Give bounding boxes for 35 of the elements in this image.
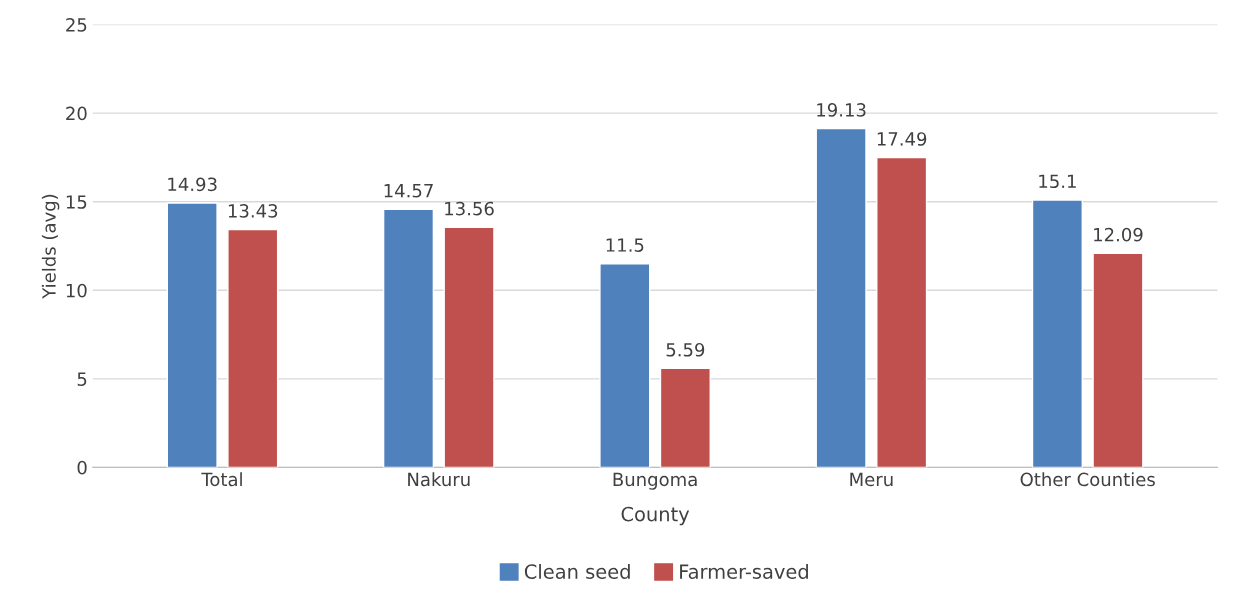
legend-label: Farmer-saved <box>680 563 808 579</box>
bar <box>1031 199 1083 468</box>
y-tick-label: 20 <box>66 106 87 121</box>
x-tick-label: Other Counties <box>1020 472 1155 487</box>
data-label: 14.93 <box>168 177 217 192</box>
data-label: 11.5 <box>606 238 644 252</box>
data-label: 17.49 <box>877 132 927 146</box>
y-tick-label: 0 <box>77 460 87 475</box>
y-tick-label: 25 <box>66 18 87 32</box>
data-label: 13.56 <box>445 201 494 216</box>
bar <box>659 367 711 468</box>
y-axis-title: Yields (avg) <box>41 194 60 299</box>
bar <box>227 228 279 468</box>
bar <box>382 208 435 468</box>
data-label: 13.43 <box>228 204 278 218</box>
x-axis-title: County <box>621 506 690 526</box>
data-label: 14.57 <box>384 184 433 198</box>
bar <box>166 202 218 468</box>
data-label: 5.59 <box>666 342 705 357</box>
y-tick-label: 10 <box>66 283 87 298</box>
data-label: 15.1 <box>1039 174 1076 189</box>
x-tick-label: Bungoma <box>613 472 697 490</box>
bar <box>443 226 495 468</box>
bar <box>599 263 651 468</box>
bar <box>815 127 867 468</box>
legend-label: Clean seed <box>524 563 630 579</box>
data-label: 19.13 <box>817 103 866 117</box>
x-tick-label: Total <box>201 472 242 487</box>
bar <box>876 156 928 468</box>
data-label: 12.09 <box>1094 227 1143 242</box>
x-tick-label: Nakuru <box>408 472 470 487</box>
bar <box>1092 252 1144 468</box>
y-tick-label: 15 <box>66 195 87 209</box>
x-tick-label: Meru <box>850 472 893 487</box>
y-tick-label: 5 <box>77 372 87 386</box>
